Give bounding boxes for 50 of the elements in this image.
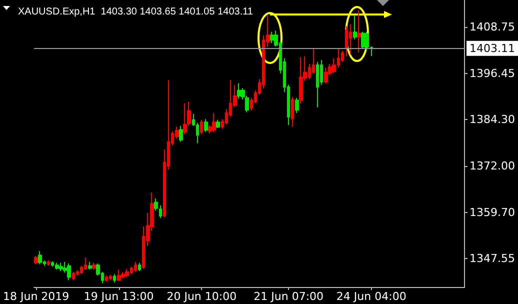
candlestick (204, 118, 208, 132)
candlestick (324, 67, 328, 84)
candlestick (353, 14, 357, 40)
candlestick (316, 62, 319, 108)
candlestick (295, 97, 299, 114)
y-tick-label: 1372.00 (470, 160, 516, 172)
candlestick (121, 271, 125, 280)
candlestick (349, 24, 352, 55)
candlestick (105, 275, 108, 282)
y-tick-label: 1384.30 (470, 112, 516, 126)
candlestick (67, 263, 71, 281)
candlestick (216, 119, 220, 129)
text: XAUUSD.Exp,H1 1403.30 1403.65 1401.05 1403.11 (18, 6, 254, 18)
x-tick-label: 21 Jun 07:00 (254, 290, 324, 303)
x-tick-label: 20 Jun 10:00 (166, 290, 237, 303)
candlestick (76, 270, 79, 276)
candlestick (183, 102, 187, 135)
ref-line-label: 1403.11 (470, 42, 516, 55)
candlestick (134, 262, 137, 272)
candlestick (361, 31, 365, 50)
candlestick (291, 96, 294, 128)
candlestick (179, 125, 183, 142)
x-tick-label: 19 Jun 13:00 (84, 290, 154, 303)
candlestick (237, 82, 241, 100)
candlestick (92, 262, 96, 270)
candlestick (212, 112, 216, 132)
candlestick (55, 262, 59, 270)
candlestick (59, 262, 63, 272)
y-tick-label: 1359.70 (470, 206, 516, 220)
candlestick (113, 274, 116, 283)
x-tick-label: 24 Jun 04:00 (336, 290, 406, 303)
candlestick (109, 274, 112, 281)
candlestick (38, 250, 42, 265)
x-tick-label: 18 Jun 2019 (2, 290, 70, 303)
candlestick (200, 119, 203, 135)
candlestick (345, 26, 348, 57)
candlestick (72, 271, 75, 281)
candlestick (357, 10, 361, 54)
candlestick (47, 260, 50, 266)
candlestick (270, 31, 274, 44)
y-tick-label: 1347.55 (470, 252, 516, 265)
candlestick (299, 56, 303, 104)
candlestick (34, 255, 38, 265)
candlestick (125, 268, 129, 278)
y-tick-label: 1396.45 (470, 67, 516, 80)
y-tick-label: 1408.75 (470, 20, 516, 34)
candlestick (138, 262, 141, 272)
candlestick (88, 262, 92, 270)
candlestick (117, 269, 121, 282)
candlestick (84, 257, 87, 270)
